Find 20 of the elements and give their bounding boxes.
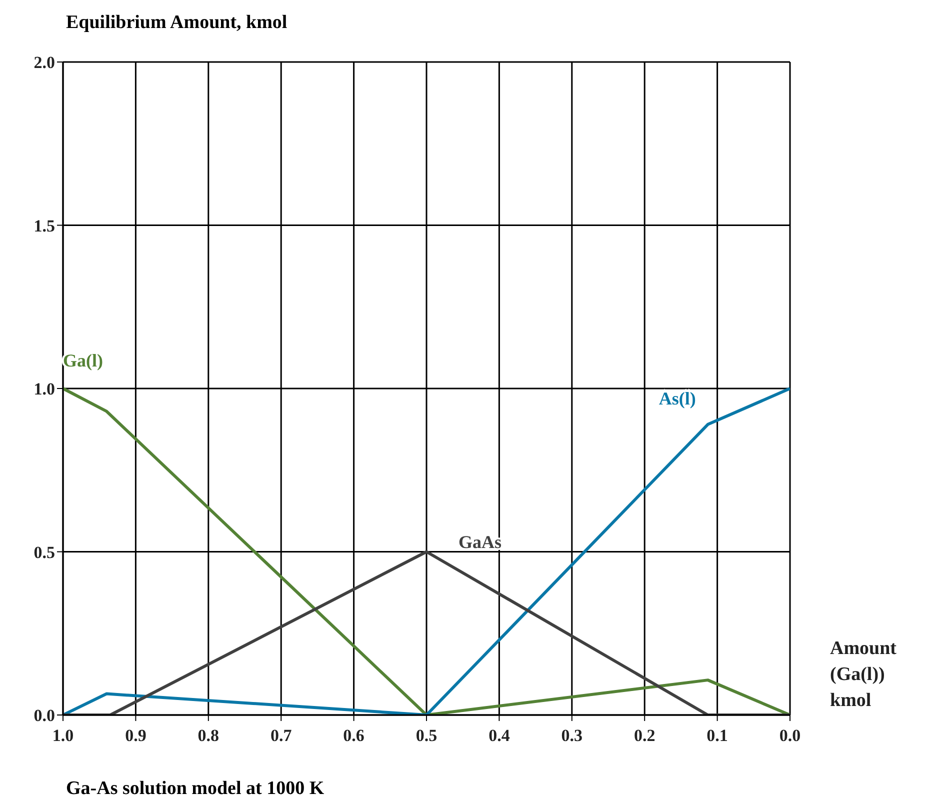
x-tick-label: 1.0 bbox=[52, 726, 74, 746]
x-tick-label: 0.5 bbox=[416, 726, 438, 746]
y-tick-label: 2.0 bbox=[34, 53, 55, 72]
x-tick-label: 0.3 bbox=[561, 726, 583, 746]
x-tick-label: 0.7 bbox=[270, 726, 292, 746]
x-tick-label: 0.4 bbox=[488, 726, 510, 746]
x-tick-label: 0.2 bbox=[634, 726, 656, 746]
y-tick-label: 0.5 bbox=[34, 542, 55, 562]
series-label: As(l) bbox=[658, 388, 696, 408]
x-tick-label: 0.6 bbox=[343, 726, 364, 746]
x-tick-label: 0.9 bbox=[125, 726, 146, 746]
x-tick-label: 0.8 bbox=[198, 726, 220, 746]
y-tick-label: 0.0 bbox=[34, 706, 55, 726]
y-tick-label: 1.0 bbox=[34, 380, 55, 399]
text: Ga-As solution model at 1000 K bbox=[66, 778, 324, 800]
x-tick-label: 0.1 bbox=[706, 726, 728, 746]
y-axis-title: Equilibrium Amount, kmol bbox=[66, 12, 288, 34]
x-axis-title: Amount (Ga(l)) kmol bbox=[830, 637, 898, 713]
x-tick-label: 0.0 bbox=[779, 726, 801, 746]
y-tick-label: 1.5 bbox=[34, 216, 55, 236]
